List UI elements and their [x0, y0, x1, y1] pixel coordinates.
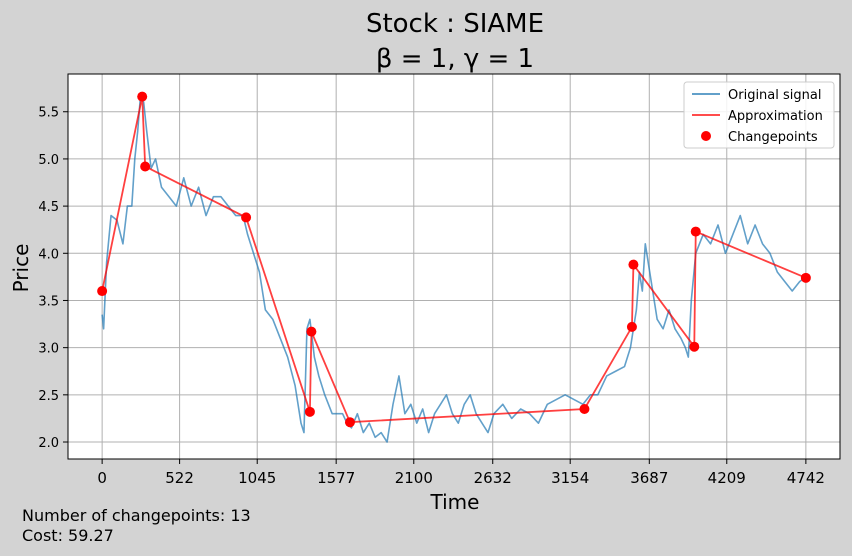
changepoint-marker	[97, 286, 108, 297]
x-tick-label: 0	[97, 469, 107, 487]
y-tick-label: 3.0	[38, 342, 59, 357]
x-tick-label: 1045	[238, 469, 276, 487]
changepoint-marker	[140, 161, 151, 172]
x-tick-label: 3687	[630, 469, 668, 487]
legend-signal-label: Original signal	[728, 88, 821, 103]
y-tick-label: 4.5	[38, 200, 59, 215]
x-tick-label: 1577	[317, 469, 355, 487]
y-tick-label: 5.5	[38, 106, 59, 121]
y-tick-label: 3.5	[38, 294, 59, 309]
x-tick-label: 2632	[474, 469, 512, 487]
x-axis-label: Time	[430, 490, 480, 514]
legend-changepoints-label: Changepoints	[728, 130, 818, 145]
axis-ticks: 0 522 1045 1577 2100 2632 3154 3687 4209 4742 2.0 2…	[38, 106, 825, 487]
changepoint-marker	[579, 403, 590, 414]
legend-box	[683, 81, 835, 149]
x-tick-label: 4209	[708, 469, 746, 487]
x-tick-label: 2100	[395, 469, 433, 487]
chart-subtitle: β = 1, γ = 1	[376, 44, 534, 74]
cost-value: Cost: 59.27	[22, 526, 114, 545]
y-tick-label: 4.0	[38, 247, 59, 262]
signal-line	[101, 92, 807, 443]
changepoint-marker	[626, 321, 637, 332]
changepoint-marker	[628, 259, 639, 270]
legend-approximation-label: Approximation	[728, 109, 823, 124]
changepoint-count: Number of changepoints: 13	[22, 506, 251, 525]
y-axis-label: Price	[9, 244, 33, 293]
x-tick-label: 4742	[787, 469, 825, 487]
x-tick-label: 3154	[551, 469, 589, 487]
y-tick-label: 5.0	[38, 153, 59, 168]
footer-stats: Number of changepoints: 13 Cost: 59.27	[22, 506, 251, 546]
changepoint-marker	[241, 212, 252, 223]
plot-frame	[67, 73, 841, 460]
y-tick-label: 2.0	[38, 436, 59, 451]
changepoint-marker	[690, 226, 701, 237]
y-tick-label: 2.5	[38, 389, 59, 404]
changepoint-marker	[306, 326, 317, 337]
changepoint-marker	[344, 417, 355, 428]
changepoint-marker	[304, 406, 315, 417]
changepoint-markers	[97, 91, 811, 428]
x-tick-label: 522	[165, 469, 194, 487]
chart-title: Stock : SIAME	[366, 9, 544, 39]
legend-changepoints-swatch	[701, 131, 711, 141]
changepoint-marker	[689, 341, 700, 352]
changepoint-marker	[800, 272, 811, 283]
changepoint-marker	[137, 91, 148, 102]
legend: Original signal Approximation Changepoin…	[683, 81, 835, 149]
